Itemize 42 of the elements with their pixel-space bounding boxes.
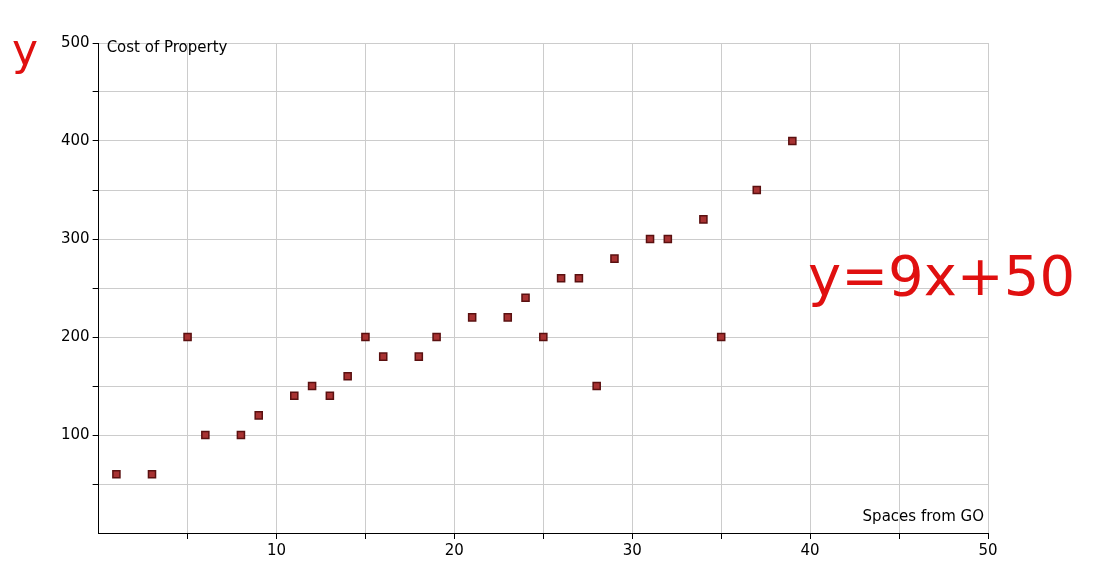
point <box>503 313 513 322</box>
annotation: y=9x+50 <box>808 243 1076 308</box>
point <box>432 332 441 342</box>
point <box>307 381 317 391</box>
point <box>325 391 335 401</box>
point <box>254 411 263 420</box>
point <box>752 185 762 195</box>
point <box>343 371 352 381</box>
point <box>467 313 477 322</box>
point <box>361 332 370 342</box>
point <box>236 430 246 440</box>
point <box>378 352 388 361</box>
y-tick-label: 500 <box>60 32 90 51</box>
point <box>610 254 619 263</box>
x-tick-label: 30 <box>622 540 642 559</box>
point <box>699 215 708 224</box>
point <box>539 332 548 342</box>
y-axis-title: Cost of Property <box>106 37 228 56</box>
point <box>290 391 299 401</box>
point <box>716 332 726 342</box>
point <box>645 234 655 244</box>
point <box>788 136 797 146</box>
x-tick-label: 10 <box>266 540 287 559</box>
x-tick-label: 40 <box>800 540 820 559</box>
y-tick-label: 100 <box>60 424 90 443</box>
y-tick-label: 400 <box>60 130 90 149</box>
point <box>592 381 601 391</box>
text: y <box>12 24 39 75</box>
point <box>663 234 673 244</box>
y-tick-label: 300 <box>60 228 90 247</box>
point <box>521 293 530 303</box>
point <box>414 352 424 361</box>
y-tick-label: 200 <box>60 326 90 345</box>
point <box>201 430 210 440</box>
point <box>574 273 584 283</box>
point <box>183 332 192 342</box>
point <box>147 469 157 479</box>
x-tick-label: 50 <box>978 540 998 559</box>
point <box>112 469 121 479</box>
x-tick-label: 20 <box>444 540 464 559</box>
point <box>556 273 566 283</box>
x-axis-title: Spaces from GO <box>862 507 984 526</box>
